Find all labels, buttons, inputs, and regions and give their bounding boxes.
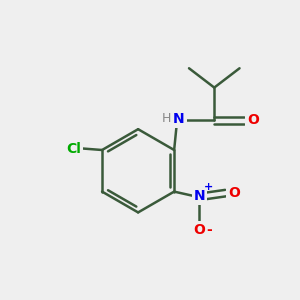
Text: O: O bbox=[194, 223, 205, 237]
Text: N: N bbox=[173, 112, 184, 126]
Text: H: H bbox=[162, 112, 171, 125]
Text: -: - bbox=[206, 223, 212, 237]
Text: +: + bbox=[204, 182, 214, 192]
Text: O: O bbox=[248, 113, 260, 127]
Text: N: N bbox=[194, 189, 205, 203]
Text: Cl: Cl bbox=[66, 142, 81, 155]
Text: O: O bbox=[228, 186, 240, 200]
